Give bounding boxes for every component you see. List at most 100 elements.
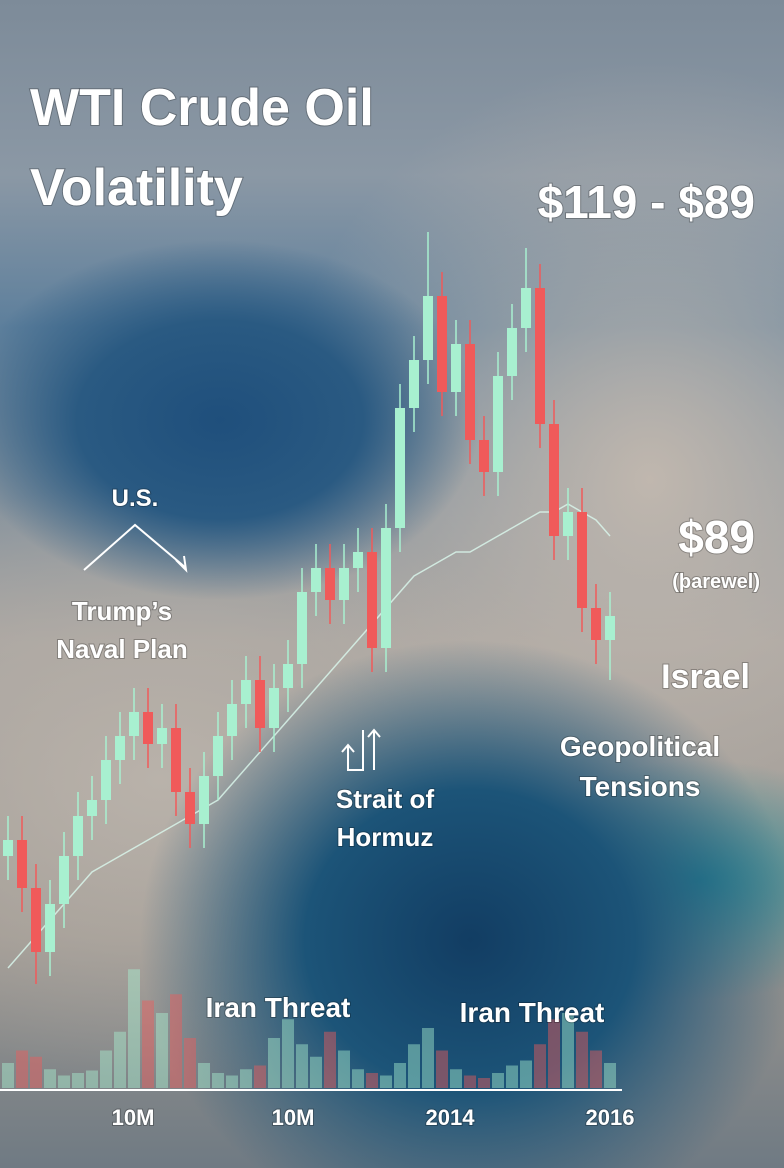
candle-body bbox=[311, 568, 321, 592]
volume-bar bbox=[58, 1075, 70, 1088]
candle-body bbox=[493, 376, 503, 472]
title: WTI Crude Oil bbox=[30, 79, 374, 137]
candle-body bbox=[59, 856, 69, 904]
volume-bar bbox=[212, 1073, 224, 1088]
x-tick-label: 2016 bbox=[586, 1105, 635, 1130]
candle-body bbox=[87, 800, 97, 816]
volume-bar bbox=[324, 1031, 336, 1088]
volume-bar bbox=[128, 969, 140, 1088]
volume-bar bbox=[184, 1038, 196, 1088]
candle-body bbox=[255, 680, 265, 728]
volume-bar bbox=[478, 1078, 490, 1088]
us-arrowhead bbox=[175, 555, 188, 573]
volume-bar bbox=[114, 1031, 126, 1088]
volume-bar bbox=[30, 1056, 42, 1088]
volume-bar bbox=[198, 1063, 210, 1088]
volume-bar bbox=[170, 994, 182, 1088]
volume-bar bbox=[562, 1013, 574, 1088]
candle-body bbox=[367, 552, 377, 648]
candle-body bbox=[199, 776, 209, 824]
candle-body bbox=[451, 344, 461, 392]
candle-body bbox=[269, 688, 279, 728]
last-price: $89 bbox=[678, 511, 755, 563]
volume-bar bbox=[422, 1028, 434, 1088]
candle-body bbox=[227, 704, 237, 736]
candle-body bbox=[241, 680, 251, 704]
annotation: Tensions bbox=[580, 771, 701, 802]
candle-body bbox=[465, 344, 475, 440]
candle-body bbox=[507, 328, 517, 376]
volume-bar bbox=[464, 1075, 476, 1088]
volume-bar bbox=[366, 1073, 378, 1088]
candle-body bbox=[101, 760, 111, 800]
volume-bar bbox=[506, 1065, 518, 1088]
candle-body bbox=[297, 592, 307, 664]
us-arrow bbox=[83, 523, 187, 571]
price-range: $119 - $89 bbox=[538, 176, 755, 228]
volume-bar bbox=[226, 1075, 238, 1088]
volume-bar bbox=[548, 1019, 560, 1088]
candle-body bbox=[129, 712, 139, 736]
volume-bar bbox=[240, 1069, 252, 1088]
volume-bar bbox=[534, 1044, 546, 1088]
candle-body bbox=[17, 840, 27, 888]
volume-bar bbox=[590, 1050, 602, 1088]
x-tick-label: 10M bbox=[272, 1105, 315, 1130]
volume-bar bbox=[16, 1050, 28, 1088]
candle-body bbox=[73, 816, 83, 856]
volume-bar bbox=[450, 1069, 462, 1088]
annotation: Israel bbox=[661, 658, 750, 696]
volume-bar bbox=[282, 1019, 294, 1088]
candle-body bbox=[409, 360, 419, 408]
volume-bar bbox=[408, 1044, 420, 1088]
volume-bar bbox=[254, 1065, 266, 1088]
volume-bar bbox=[576, 1031, 588, 1088]
candle-body bbox=[31, 888, 41, 952]
candle-body bbox=[157, 728, 167, 744]
annotation: Hormuz bbox=[337, 822, 434, 852]
candle-body bbox=[605, 616, 615, 640]
candle-body bbox=[171, 728, 181, 792]
annotation: Iran Threat bbox=[460, 997, 605, 1028]
annotation: Iran Threat bbox=[206, 992, 351, 1023]
volume-bar bbox=[310, 1056, 322, 1088]
candle-body bbox=[353, 552, 363, 568]
candle-body bbox=[535, 288, 545, 424]
candle-body bbox=[381, 528, 391, 648]
volume-bar bbox=[352, 1069, 364, 1088]
volume-bar bbox=[604, 1063, 616, 1088]
volume-bar bbox=[86, 1070, 98, 1088]
candle-body bbox=[549, 424, 559, 536]
candle-body bbox=[577, 512, 587, 608]
volume-bar bbox=[2, 1063, 14, 1088]
annotation: Strait of bbox=[336, 784, 435, 814]
candle-body bbox=[437, 296, 447, 392]
candle-body bbox=[3, 840, 13, 856]
volume-bar bbox=[436, 1050, 448, 1088]
annotation: Trump’s bbox=[72, 596, 172, 626]
volume-bar bbox=[44, 1069, 56, 1088]
volume-bar bbox=[72, 1073, 84, 1088]
candle-body bbox=[213, 736, 223, 776]
annotation: Naval Plan bbox=[56, 634, 188, 664]
candle-body bbox=[521, 288, 531, 328]
volume-bar bbox=[156, 1013, 168, 1088]
volume-bar bbox=[492, 1073, 504, 1088]
volume-bar bbox=[338, 1050, 350, 1088]
moving-average bbox=[7, 503, 611, 969]
candle-body bbox=[143, 712, 153, 744]
volume-bar bbox=[142, 1000, 154, 1088]
title: Volatility bbox=[30, 159, 243, 217]
candle-body bbox=[115, 736, 125, 760]
plot bbox=[2, 232, 616, 1088]
volume-bar bbox=[100, 1050, 112, 1088]
candle-body bbox=[339, 568, 349, 600]
candle-body bbox=[423, 296, 433, 360]
volume-bar bbox=[296, 1044, 308, 1088]
candle-body bbox=[45, 904, 55, 952]
x-tick-label: 10M bbox=[112, 1105, 155, 1130]
candle-body bbox=[479, 440, 489, 472]
